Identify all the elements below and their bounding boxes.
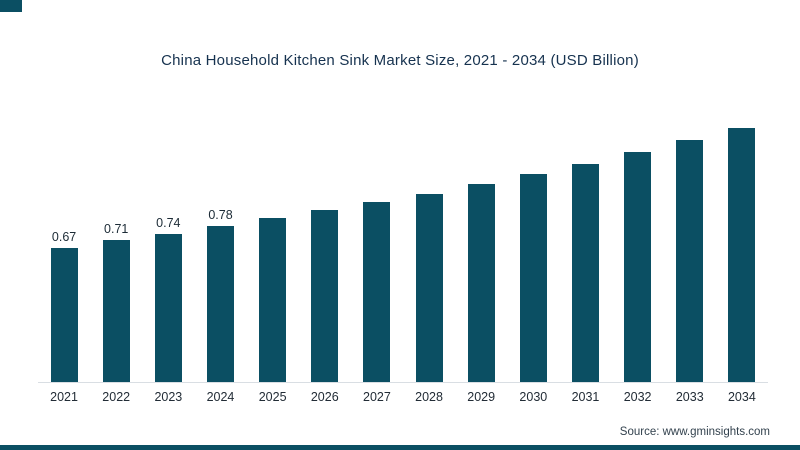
- bar-column-2025: 2025: [259, 83, 287, 404]
- bar-column-2022: 0.71 2022: [102, 83, 130, 404]
- bar: [415, 194, 443, 382]
- x-axis-tick-label: 2022: [102, 390, 131, 404]
- bar-column-2026: 2026: [311, 83, 339, 404]
- source-attribution: Source: www.gminsights.com: [619, 426, 770, 438]
- bar-column-2029: 2029: [467, 83, 495, 404]
- x-axis-tick-label: 2024: [206, 390, 235, 404]
- bar-chart-plot-area: 0.67 2021 0.71 2022 0.74 2023 0.78 2024 2025 2026…: [38, 83, 768, 404]
- bar: [363, 202, 391, 382]
- bar-value-label: 0.74: [156, 216, 181, 230]
- bar-column-2027: 2027: [363, 83, 391, 404]
- x-axis-tick-label: 2031: [571, 390, 600, 404]
- x-axis-tick-label: 2021: [50, 390, 78, 404]
- x-axis-tick-label: 2032: [623, 390, 652, 404]
- bar-column-2032: 2032: [624, 83, 652, 404]
- bar: [311, 210, 339, 382]
- bar-column-2033: 2033: [676, 83, 704, 404]
- bar-column-2034: 2034: [728, 83, 756, 404]
- x-axis-tick-label: 2026: [310, 390, 339, 404]
- bar: [102, 240, 130, 382]
- bar-column-2028: 2028: [415, 83, 443, 404]
- x-axis-tick-label: 2030: [519, 390, 548, 404]
- bar: [467, 184, 495, 382]
- bar-column-2031: 2031: [571, 83, 599, 404]
- x-axis-tick-label: 2025: [258, 390, 287, 404]
- bar-column-2030: 2030: [519, 83, 547, 404]
- bar-value-label: 0.67: [51, 230, 77, 244]
- x-axis-tick-label: 2023: [154, 390, 183, 404]
- bar-column-2023: 0.74 2023: [154, 83, 182, 404]
- x-axis-tick-label: 2034: [727, 390, 756, 404]
- x-axis-tick-label: 2028: [415, 390, 443, 404]
- bar: [571, 164, 599, 382]
- bar: [728, 128, 756, 382]
- bar-value-label: 0.78: [208, 208, 233, 222]
- bottom-accent-strip: [0, 445, 800, 450]
- corner-accent-shape: [0, 0, 22, 12]
- bar: [154, 234, 182, 382]
- bar: [259, 218, 287, 382]
- bar: [624, 152, 652, 382]
- bar: [676, 140, 704, 382]
- x-axis-tick-label: 2029: [467, 390, 496, 404]
- bar-column-2024: 0.78 2024: [206, 83, 235, 404]
- bar: [206, 226, 234, 382]
- bar-column-2021: 0.67 2021: [50, 83, 78, 404]
- x-axis-tick-label: 2027: [363, 390, 391, 404]
- chart-title: China Household Kitchen Sink Market Size…: [161, 52, 639, 69]
- bar: [50, 248, 78, 382]
- bar: [519, 174, 547, 382]
- bar-value-label: 0.71: [104, 222, 129, 236]
- x-axis-tick-label: 2033: [675, 390, 704, 404]
